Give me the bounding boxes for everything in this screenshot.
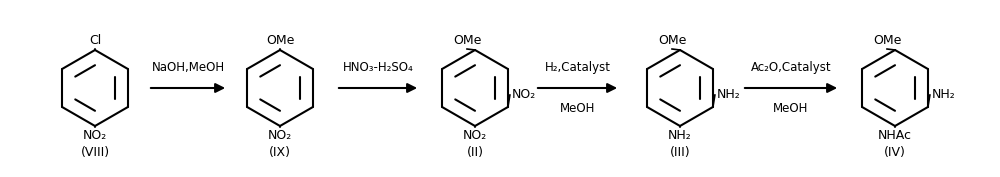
Text: (II): (II) xyxy=(466,146,484,159)
Text: OMe: OMe xyxy=(873,34,901,47)
Text: NO₂: NO₂ xyxy=(268,129,292,142)
Text: (IX): (IX) xyxy=(269,146,291,159)
Text: NH₂: NH₂ xyxy=(932,88,956,101)
Text: NH₂: NH₂ xyxy=(717,88,741,101)
Text: NaOH,MeOH: NaOH,MeOH xyxy=(151,61,225,74)
Text: NO₂: NO₂ xyxy=(512,88,536,101)
Text: OMe: OMe xyxy=(658,34,686,47)
Text: MeOH: MeOH xyxy=(560,102,595,115)
Text: OMe: OMe xyxy=(453,34,481,47)
Text: NH₂: NH₂ xyxy=(668,129,692,142)
Text: NHAc: NHAc xyxy=(878,129,912,142)
Text: H₂,Catalyst: H₂,Catalyst xyxy=(544,61,610,74)
Text: HNO₃-H₂SO₄: HNO₃-H₂SO₄ xyxy=(343,61,413,74)
Text: MeOH: MeOH xyxy=(773,102,809,115)
Text: Cl: Cl xyxy=(89,34,101,47)
Text: (VIII): (VIII) xyxy=(80,146,110,159)
Text: NO₂: NO₂ xyxy=(83,129,107,142)
Text: OMe: OMe xyxy=(266,34,294,47)
Text: (IV): (IV) xyxy=(884,146,906,159)
Text: (III): (III) xyxy=(670,146,690,159)
Text: NO₂: NO₂ xyxy=(463,129,487,142)
Text: Ac₂O,Catalyst: Ac₂O,Catalyst xyxy=(751,61,831,74)
